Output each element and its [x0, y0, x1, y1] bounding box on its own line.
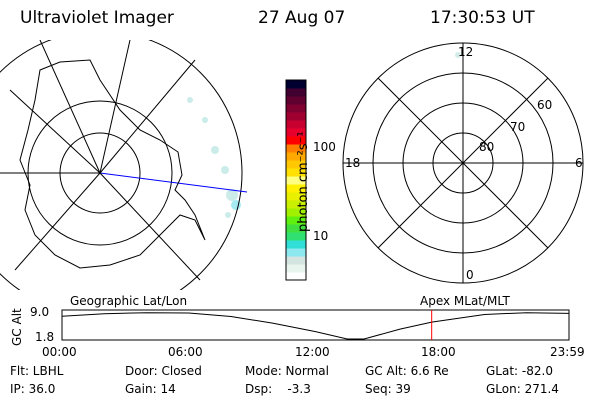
status-dsp: Dsp: -3.3 — [245, 382, 311, 396]
status-ip: IP: 36.0 — [10, 382, 56, 396]
xtick-24: 23:59 — [550, 345, 585, 359]
mlt-label-0: 0 — [466, 268, 474, 282]
colorbar-segment — [286, 256, 306, 265]
instrument-title: Ultraviolet Imager — [20, 8, 174, 28]
xtick-6: 06:00 — [168, 345, 203, 359]
colorbar-segment — [286, 144, 306, 153]
colorbar-segment — [286, 160, 306, 169]
colorbar-segment — [286, 248, 306, 257]
ring-label-80: 80 — [479, 140, 495, 154]
xtick-12: 12:00 — [295, 345, 330, 359]
colorbar-segment — [286, 112, 306, 121]
orbit-ylabel: GC Alt — [10, 308, 24, 346]
status-mode: Mode: Normal — [245, 364, 329, 378]
mlt-label-18: 18 — [345, 156, 361, 170]
colorbar-segment — [286, 272, 306, 281]
colorbar-unit-label: photon cm⁻²s⁻¹ — [296, 131, 311, 232]
ring-label-70: 70 — [510, 120, 526, 134]
colorbar-segment — [286, 136, 306, 145]
colorbar-segment — [286, 152, 306, 161]
colorbar-segment — [286, 224, 306, 233]
colorbar-segment — [286, 232, 306, 241]
colorbar-segment — [286, 96, 306, 105]
colorbar-segment — [286, 120, 306, 129]
xtick-0: 00:00 — [42, 345, 77, 359]
status-filter: Flt: LBHL — [10, 364, 64, 378]
ytick-9: 9.0 — [30, 305, 50, 319]
aurora-emission — [187, 97, 241, 218]
colorbar-segment — [286, 128, 306, 137]
colorbar-segment — [286, 192, 306, 201]
xtick-18: 18:00 — [421, 345, 456, 359]
colorbar-segment — [286, 184, 306, 193]
colorbar-segment — [286, 80, 306, 89]
status-gain: Gain: 14 — [125, 382, 176, 396]
status-door: Door: Closed — [125, 364, 202, 378]
mlt-label-12: 12 — [458, 45, 474, 59]
geographic-label: Geographic Lat/Lon — [70, 294, 188, 308]
date-label: 27 Aug 07 — [258, 8, 346, 28]
colorbar-segment — [286, 88, 306, 97]
colorbar-segment — [286, 240, 306, 249]
mlt-label-6: 6 — [575, 156, 583, 170]
colorbar-frame — [285, 79, 307, 281]
orbit-plot-frame — [61, 309, 570, 341]
ytick-1.8: 1.8 — [35, 330, 55, 344]
magnetic-polar-plot — [342, 42, 584, 284]
ring-label-60: 60 — [537, 98, 553, 112]
status-seq: Seq: 39 — [365, 382, 411, 396]
colorbar-tick-100: 100 — [313, 140, 336, 154]
colorbar-segment — [286, 264, 306, 273]
apex-label: Apex MLat/MLT — [420, 294, 510, 308]
altitude-curve — [61, 312, 570, 340]
status-glat: GLat: -82.0 — [486, 364, 553, 378]
geographic-map — [0, 40, 248, 290]
colorbar-segment — [286, 216, 306, 225]
colorbar-segment — [286, 176, 306, 185]
colorbar-segment — [286, 208, 306, 217]
colorbar-segment — [286, 104, 306, 113]
colorbar-segment — [286, 168, 306, 177]
status-gc-alt: GC Alt: 6.6 Re — [365, 364, 449, 378]
colorbar-segment — [286, 200, 306, 209]
status-glon: GLon: 271.4 — [486, 382, 559, 396]
antarctica-coastline — [19, 59, 206, 269]
colorbar — [286, 80, 306, 281]
colorbar-tick-10: 10 — [313, 229, 329, 243]
time-label: 17:30:53 UT — [430, 8, 535, 28]
